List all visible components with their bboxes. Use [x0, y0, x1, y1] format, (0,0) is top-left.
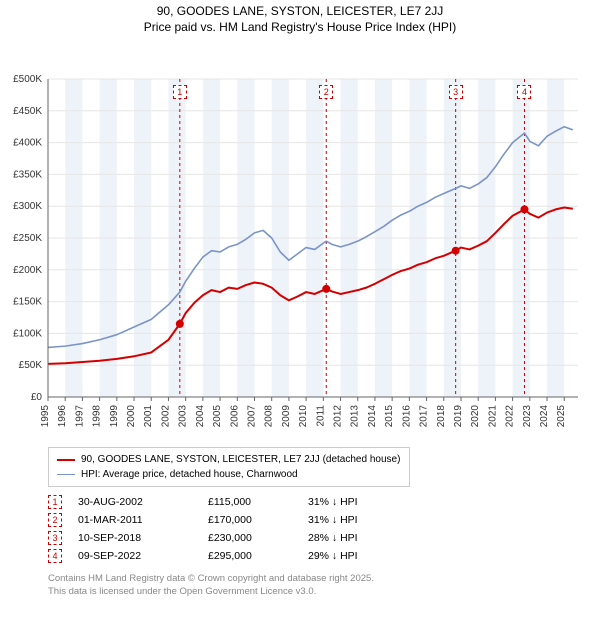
legend-label: HPI: Average price, detached house, Char… [81, 467, 298, 482]
svg-text:2014: 2014 [367, 405, 378, 428]
svg-text:£500K: £500K [13, 74, 42, 85]
svg-text:£150K: £150K [13, 297, 42, 308]
svg-text:2011: 2011 [315, 405, 326, 427]
svg-text:2024: 2024 [539, 405, 550, 428]
svg-text:2009: 2009 [281, 405, 292, 428]
svg-text:1998: 1998 [92, 405, 103, 428]
price-chart: £0 £50K £100K £150K £200K £250K £300K £350K £400… [0, 37, 600, 441]
legend-label: 90, GOODES LANE, SYSTON, LEICESTER, LE7 … [81, 452, 400, 467]
sale-marker-2: 2 [319, 85, 333, 99]
sale-price: £230,000 [208, 532, 308, 544]
svg-text:£350K: £350K [13, 170, 42, 181]
svg-text:1995: 1995 [40, 405, 51, 428]
sale-hpi-diff: 31% ↓ HPI [308, 496, 408, 508]
svg-text:2013: 2013 [350, 405, 361, 428]
svg-text:2006: 2006 [229, 405, 240, 428]
svg-text:£450K: £450K [13, 106, 42, 117]
sale-row: 2 01-MAR-2011£170,00031% ↓ HPI [48, 511, 600, 529]
svg-text:2023: 2023 [522, 405, 533, 428]
svg-text:2015: 2015 [384, 405, 395, 428]
sale-index: 4 [48, 549, 62, 563]
footer-attribution: Contains HM Land Registry data © Crown c… [48, 573, 600, 598]
svg-text:2020: 2020 [470, 405, 481, 428]
legend-swatch [57, 459, 75, 461]
title-line-2: Price paid vs. HM Land Registry's House … [0, 20, 600, 36]
svg-text:2008: 2008 [264, 405, 275, 428]
sale-marker-1: 1 [173, 85, 187, 99]
chart-container: £0 £50K £100K £150K £200K £250K £300K £350K £400… [0, 37, 600, 441]
sale-price: £115,000 [208, 496, 308, 508]
sale-hpi-diff: 31% ↓ HPI [308, 514, 408, 526]
legend-swatch [57, 474, 75, 475]
footer-line-2: This data is licensed under the Open Gov… [48, 586, 600, 598]
svg-text:2016: 2016 [401, 405, 412, 428]
svg-text:£200K: £200K [13, 265, 42, 276]
svg-text:£250K: £250K [13, 233, 42, 244]
svg-text:£50K: £50K [19, 360, 43, 371]
svg-text:2007: 2007 [246, 405, 257, 428]
svg-text:2018: 2018 [436, 405, 447, 428]
chart-title-block: 90, GOODES LANE, SYSTON, LEICESTER, LE7 … [0, 0, 600, 37]
sale-index: 3 [48, 531, 62, 545]
sale-marker-4: 4 [517, 85, 531, 99]
footer-line-1: Contains HM Land Registry data © Crown c… [48, 573, 600, 585]
sale-date: 10-SEP-2018 [78, 532, 208, 544]
svg-text:2019: 2019 [453, 405, 464, 428]
sale-price: £170,000 [208, 514, 308, 526]
legend-row: 90, GOODES LANE, SYSTON, LEICESTER, LE7 … [57, 452, 401, 467]
sale-row: 3 10-SEP-2018£230,00028% ↓ HPI [48, 529, 600, 547]
sale-date: 01-MAR-2011 [78, 514, 208, 526]
svg-text:1999: 1999 [109, 405, 120, 428]
svg-text:2005: 2005 [212, 405, 223, 428]
sale-index: 1 [48, 495, 62, 509]
chart-legend: 90, GOODES LANE, SYSTON, LEICESTER, LE7 … [48, 447, 410, 487]
svg-text:1996: 1996 [57, 405, 68, 428]
sale-hpi-diff: 28% ↓ HPI [308, 532, 408, 544]
svg-text:2003: 2003 [178, 405, 189, 428]
svg-text:2017: 2017 [419, 405, 430, 428]
svg-text:1997: 1997 [74, 405, 85, 428]
sale-row: 4 09-SEP-2022£295,00029% ↓ HPI [48, 547, 600, 565]
sale-date: 09-SEP-2022 [78, 550, 208, 562]
svg-text:£0: £0 [31, 392, 43, 403]
svg-text:2012: 2012 [333, 405, 344, 428]
sale-row: 1 30-AUG-2002£115,00031% ↓ HPI [48, 493, 600, 511]
sale-marker-3: 3 [449, 85, 463, 99]
svg-text:2004: 2004 [195, 405, 206, 428]
title-line-1: 90, GOODES LANE, SYSTON, LEICESTER, LE7 … [0, 4, 600, 20]
sales-table: 1 30-AUG-2002£115,00031% ↓ HPI 2 01-MAR-201… [48, 493, 600, 565]
svg-text:2000: 2000 [126, 405, 137, 428]
svg-text:2001: 2001 [143, 405, 154, 428]
legend-row: HPI: Average price, detached house, Char… [57, 467, 401, 482]
svg-text:2021: 2021 [487, 405, 498, 428]
svg-text:2002: 2002 [160, 405, 171, 428]
svg-text:2022: 2022 [505, 405, 516, 428]
svg-text:£100K: £100K [13, 329, 42, 340]
svg-text:£300K: £300K [13, 201, 42, 212]
sale-date: 30-AUG-2002 [78, 496, 208, 508]
sale-hpi-diff: 29% ↓ HPI [308, 550, 408, 562]
svg-text:2025: 2025 [556, 405, 567, 428]
sale-index: 2 [48, 513, 62, 527]
svg-text:£400K: £400K [13, 138, 42, 149]
svg-text:2010: 2010 [298, 405, 309, 428]
sale-price: £295,000 [208, 550, 308, 562]
